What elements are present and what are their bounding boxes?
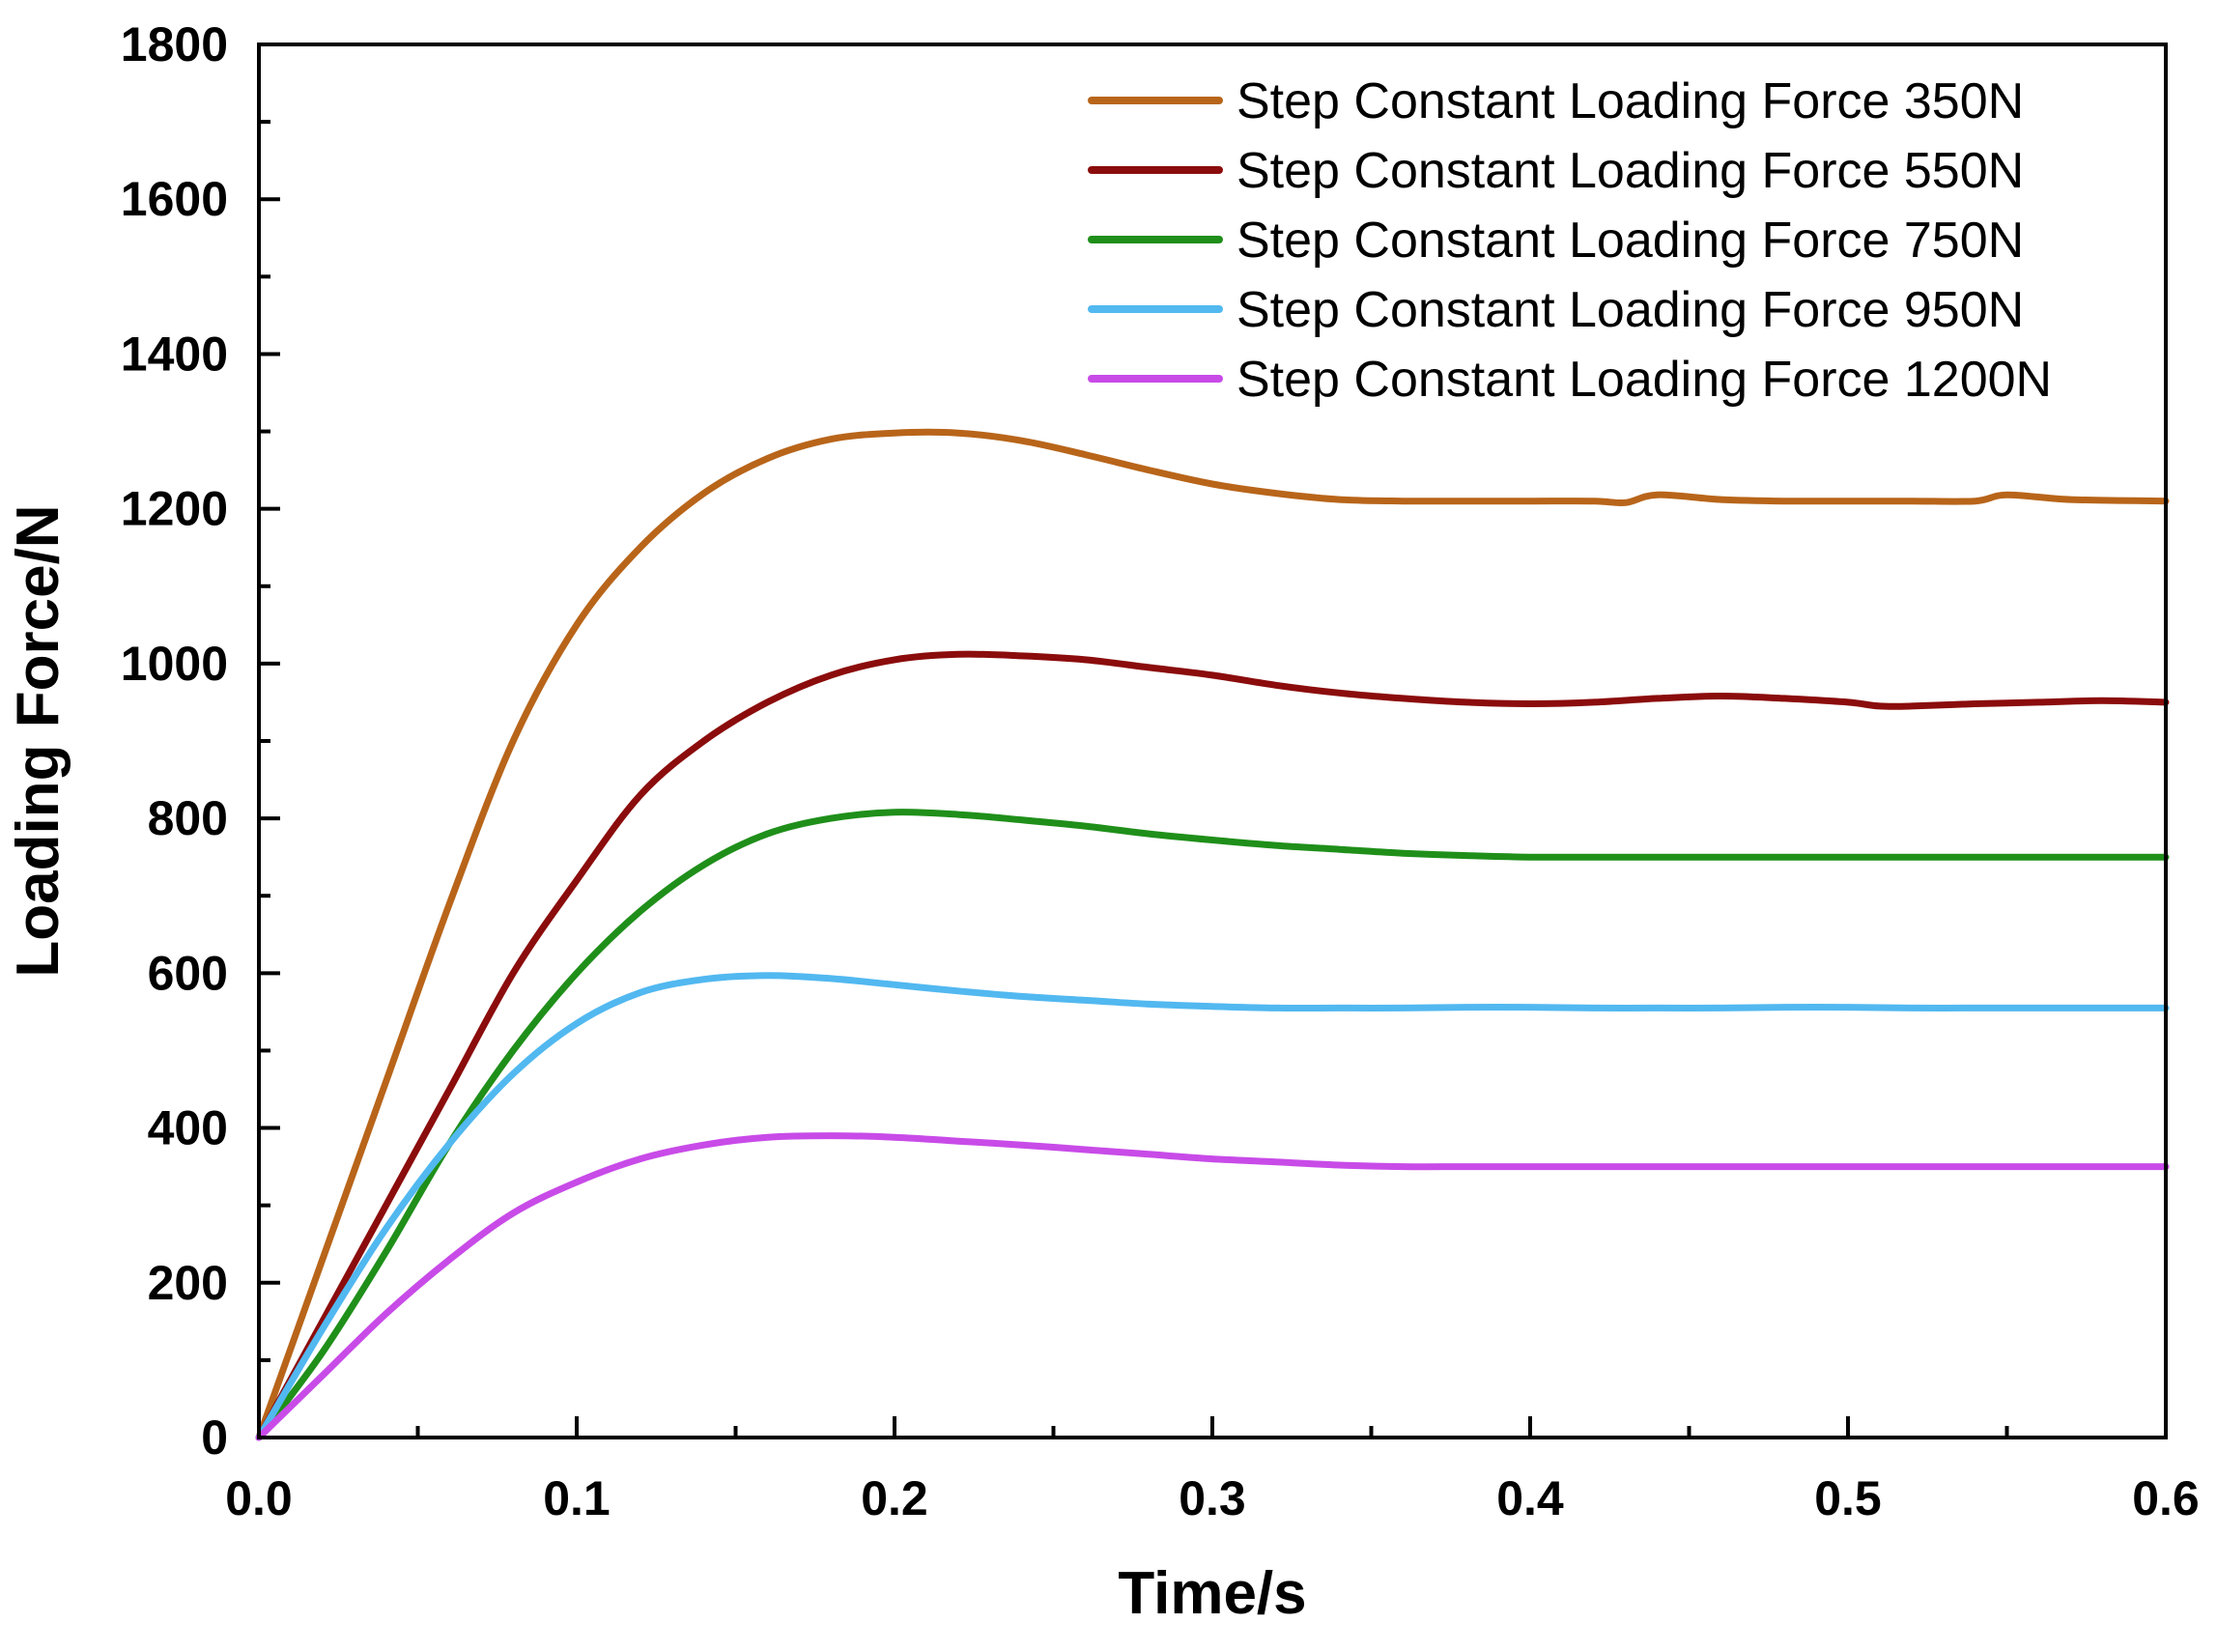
y-tick-label: 1200 <box>121 482 228 536</box>
series-line-3 <box>255 809 2170 1441</box>
legend-label: Step Constant Loading Force 550N <box>1236 143 2024 199</box>
x-axis-title: Time/s <box>1118 1560 1306 1627</box>
y-tick-label: 200 <box>148 1256 228 1310</box>
y-axis-title: Loading Force/N <box>5 504 71 977</box>
y-tick-label: 800 <box>148 791 228 845</box>
legend: Step Constant Loading Force 350N Step Con… <box>1088 73 2052 408</box>
series-line-5 <box>255 1132 2170 1441</box>
ticks-layer <box>257 43 2168 1439</box>
legend-label: Step Constant Loading Force 750N <box>1236 213 2024 269</box>
x-tick-label: 0.5 <box>1814 1471 1882 1525</box>
x-tick-label: 0.4 <box>1496 1471 1564 1525</box>
x-tick-label: 0.1 <box>543 1471 611 1525</box>
legend-label: Step Constant Loading Force 350N <box>1236 73 2024 129</box>
y-tick-label: 1000 <box>121 637 228 691</box>
y-tick-label: 0 <box>201 1410 228 1465</box>
legend-label: Step Constant Loading Force 1200N <box>1236 352 2052 408</box>
y-tick-label: 1800 <box>121 17 228 71</box>
y-tick-label: 1600 <box>121 172 228 226</box>
x-tick-label: 0.0 <box>225 1471 293 1525</box>
y-tick-label: 600 <box>148 946 228 1000</box>
x-tick-label: 0.2 <box>861 1471 928 1525</box>
y-tick-label: 1400 <box>121 327 228 381</box>
y-tick-label: 400 <box>148 1101 228 1155</box>
labels-layer: 0.0 0.1 0.2 0.3 0.4 0.5 0.6 0 200 400 600 800 1000 12… <box>121 17 2200 1525</box>
series-line-4 <box>255 972 2170 1441</box>
x-tick-label: 0.3 <box>1179 1471 1246 1525</box>
series-line-2 <box>255 650 2170 1441</box>
series-layer <box>255 428 2170 1441</box>
x-tick-label: 0.6 <box>2132 1471 2200 1525</box>
legend-label: Step Constant Loading Force 950N <box>1236 282 2024 338</box>
series-line-1 <box>255 428 2170 1441</box>
